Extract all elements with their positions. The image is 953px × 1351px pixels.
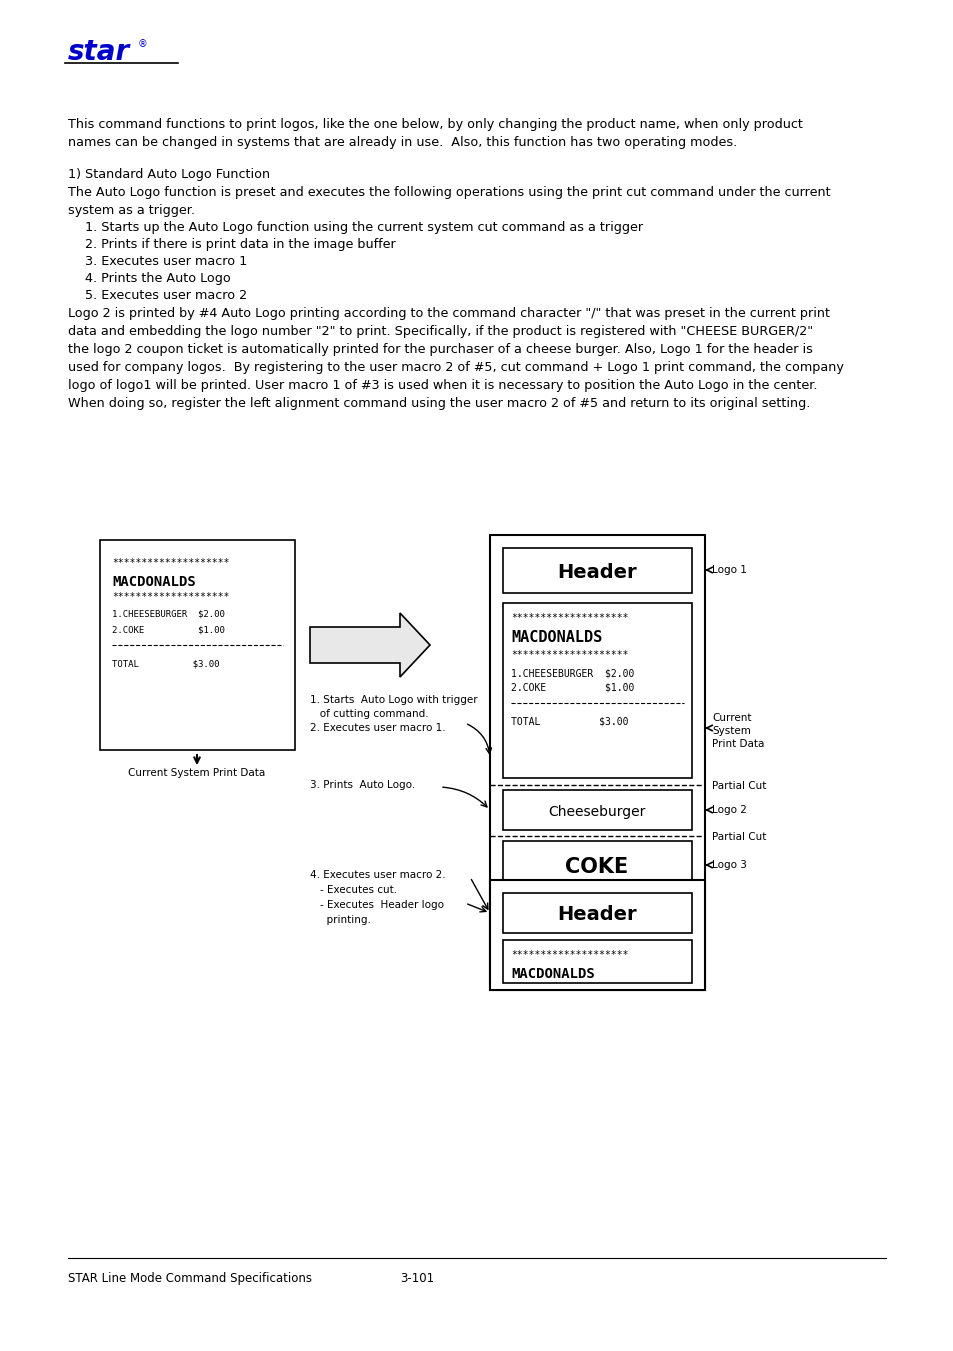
Text: Cheeseburger: Cheeseburger bbox=[548, 805, 645, 819]
Bar bbox=[502, 893, 691, 934]
Text: - Executes cut.: - Executes cut. bbox=[319, 885, 396, 894]
Text: Logo 1: Logo 1 bbox=[711, 565, 746, 576]
Text: This command functions to print logos, like the one below, by only changing the : This command functions to print logos, l… bbox=[68, 118, 802, 131]
Bar bbox=[502, 842, 691, 889]
Text: MACDONALDS: MACDONALDS bbox=[511, 630, 601, 644]
Text: Header: Header bbox=[557, 905, 637, 924]
Bar bbox=[502, 603, 691, 778]
Text: 4. Executes user macro 2.: 4. Executes user macro 2. bbox=[310, 870, 445, 880]
Polygon shape bbox=[310, 613, 430, 677]
Text: TOTAL          $3.00: TOTAL $3.00 bbox=[511, 716, 628, 725]
Text: 1. Starts  Auto Logo with trigger: 1. Starts Auto Logo with trigger bbox=[310, 694, 477, 705]
Text: 2. Prints if there is print data in the image buffer: 2. Prints if there is print data in the … bbox=[85, 238, 395, 251]
Text: ********************: ******************** bbox=[112, 592, 230, 603]
Text: ®: ® bbox=[138, 39, 148, 49]
Bar bbox=[502, 940, 691, 984]
Text: When doing so, register the left alignment command using the user macro 2 of #5 : When doing so, register the left alignme… bbox=[68, 397, 809, 409]
Text: System: System bbox=[711, 725, 750, 736]
Text: 1.CHEESEBURGER  $2.00: 1.CHEESEBURGER $2.00 bbox=[112, 611, 225, 619]
Text: 3-101: 3-101 bbox=[399, 1273, 434, 1285]
Text: 3. Executes user macro 1: 3. Executes user macro 1 bbox=[85, 255, 247, 267]
Text: ********************: ******************** bbox=[511, 613, 628, 623]
Text: TOTAL          $3.00: TOTAL $3.00 bbox=[112, 661, 219, 669]
Bar bbox=[490, 880, 704, 990]
Text: Partial Cut: Partial Cut bbox=[711, 832, 765, 842]
Text: 1.CHEESEBURGER  $2.00: 1.CHEESEBURGER $2.00 bbox=[511, 667, 634, 678]
Text: star: star bbox=[68, 38, 130, 66]
Text: Current System Print Data: Current System Print Data bbox=[129, 767, 265, 778]
Text: Current: Current bbox=[711, 713, 751, 723]
Text: 1. Starts up the Auto Logo function using the current system cut command as a tr: 1. Starts up the Auto Logo function usin… bbox=[85, 222, 642, 234]
Text: names can be changed in systems that are already in use.  Also, this function ha: names can be changed in systems that are… bbox=[68, 136, 737, 149]
Text: 3. Prints  Auto Logo.: 3. Prints Auto Logo. bbox=[310, 780, 415, 790]
Bar bbox=[100, 540, 294, 750]
Bar bbox=[490, 535, 704, 990]
Text: 4. Prints the Auto Logo: 4. Prints the Auto Logo bbox=[85, 272, 231, 285]
Text: STAR Line Mode Command Specifications: STAR Line Mode Command Specifications bbox=[68, 1273, 312, 1285]
Text: ********************: ******************** bbox=[511, 950, 628, 961]
Text: Partial Cut: Partial Cut bbox=[711, 781, 765, 790]
Text: printing.: printing. bbox=[319, 915, 371, 925]
Text: MACDONALDS: MACDONALDS bbox=[511, 967, 594, 981]
Text: COKE: COKE bbox=[565, 857, 628, 877]
Text: logo of logo1 will be printed. User macro 1 of #3 is used when it is necessary t: logo of logo1 will be printed. User macr… bbox=[68, 380, 817, 392]
Text: Logo 2 is printed by #4 Auto Logo printing according to the command character "/: Logo 2 is printed by #4 Auto Logo printi… bbox=[68, 307, 829, 320]
Text: 1) Standard Auto Logo Function: 1) Standard Auto Logo Function bbox=[68, 168, 270, 181]
Text: ********************: ******************** bbox=[112, 558, 230, 567]
Text: 2.COKE          $1.00: 2.COKE $1.00 bbox=[112, 626, 225, 635]
Text: 2.COKE          $1.00: 2.COKE $1.00 bbox=[511, 684, 634, 693]
Text: - Executes  Header logo: - Executes Header logo bbox=[319, 900, 443, 911]
Text: of cutting command.: of cutting command. bbox=[310, 709, 428, 719]
Text: Print Data: Print Data bbox=[711, 739, 763, 748]
Text: Logo 3: Logo 3 bbox=[711, 861, 746, 870]
Text: The Auto Logo function is preset and executes the following operations using the: The Auto Logo function is preset and exe… bbox=[68, 186, 830, 199]
Text: Header: Header bbox=[557, 562, 637, 581]
Bar bbox=[502, 790, 691, 830]
Text: MACDONALDS: MACDONALDS bbox=[112, 576, 195, 589]
Text: used for company logos.  By registering to the user macro 2 of #5, cut command +: used for company logos. By registering t… bbox=[68, 361, 843, 374]
Text: data and embedding the logo number "2" to print. Specifically, if the product is: data and embedding the logo number "2" t… bbox=[68, 326, 812, 338]
Text: system as a trigger.: system as a trigger. bbox=[68, 204, 194, 218]
Text: Logo 2: Logo 2 bbox=[711, 805, 746, 815]
Text: 5. Executes user macro 2: 5. Executes user macro 2 bbox=[85, 289, 247, 303]
Text: the logo 2 coupon ticket is automatically printed for the purchaser of a cheese : the logo 2 coupon ticket is automaticall… bbox=[68, 343, 812, 357]
Text: 2. Executes user macro 1.: 2. Executes user macro 1. bbox=[310, 723, 445, 734]
Text: ********************: ******************** bbox=[511, 650, 628, 661]
Bar bbox=[502, 549, 691, 593]
